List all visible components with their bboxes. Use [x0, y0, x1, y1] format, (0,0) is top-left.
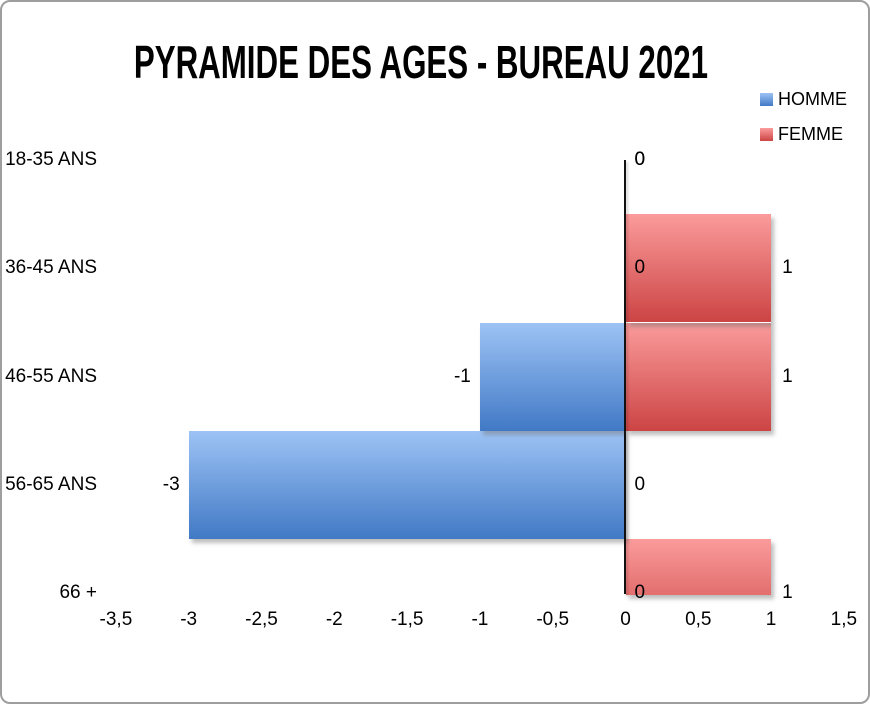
chart-title: PYRAMIDE DES AGES - BUREAU 2021 [133, 36, 709, 88]
x-tick-label: 1 [765, 609, 777, 630]
x-tick-label: -3,5 [99, 609, 133, 630]
legend-item-femme: FEMME [760, 124, 843, 144]
data-label: 0 [634, 473, 646, 495]
homme-bar [188, 430, 626, 539]
category-label: 66 + [59, 582, 97, 604]
femme-bar [625, 322, 772, 431]
x-tick-label: -0,5 [536, 609, 570, 630]
category-label: 46-55 ANS [5, 365, 97, 387]
data-label: -1 [453, 365, 471, 387]
data-label: 1 [782, 365, 793, 387]
category-label: 56-65 ANS [5, 473, 97, 495]
category-label: 18-35 ANS [5, 149, 97, 171]
data-label: 0 [634, 149, 646, 171]
femme-bar [625, 539, 772, 595]
data-label: 1 [782, 257, 793, 279]
x-tick-label: 1,5 [830, 609, 858, 630]
data-label: 0 [634, 257, 646, 279]
homme-legend-label: HOMME [778, 88, 847, 109]
femme-bar [625, 214, 772, 323]
x-tick-label: -2,5 [245, 609, 278, 630]
x-tick-label: 0,5 [685, 609, 712, 630]
category-label: 36-45 ANS [5, 257, 97, 279]
legend-item-homme: HOMME [760, 89, 847, 109]
data-label: 1 [782, 582, 793, 604]
x-tick-label: -2 [325, 609, 343, 630]
data-label: 0 [634, 149, 646, 171]
homme-bar [479, 322, 626, 431]
y-axis-line [624, 160, 626, 594]
x-tick-label: 0 [620, 609, 631, 630]
data-label: 0 [634, 582, 646, 604]
femme-legend-label: FEMME [778, 123, 843, 144]
homme-series-swatch-icon [760, 92, 773, 106]
femme-series-swatch-icon [760, 127, 773, 141]
x-tick-label: -1 [471, 609, 489, 630]
x-tick-label: -3 [180, 609, 198, 630]
data-label: -3 [162, 473, 180, 495]
x-tick-label: -1,5 [390, 609, 424, 630]
